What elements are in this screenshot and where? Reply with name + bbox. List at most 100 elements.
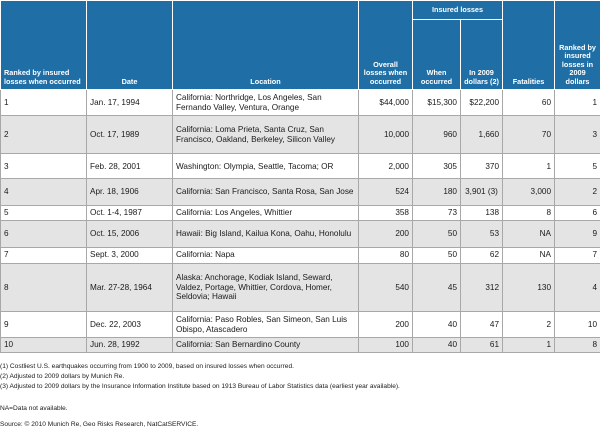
header-rank-2009: Ranked by insured losses in 2009 dollars [554,0,600,90]
cell-date: Oct. 1-4, 1987 [86,205,173,222]
cell-rank: 10 [0,337,87,353]
cell-date: Apr. 18, 1906 [86,178,173,206]
cell-date: Oct. 17, 1989 [86,115,173,155]
cell-fatalities: NA [502,220,556,248]
header-in-2009-dollars: In 2009 dollars (2) [459,19,504,90]
cell-insured-when-occurred: 45 [412,263,461,312]
cell-fatalities: 1 [502,337,556,353]
cell-overall-losses: 524 [358,178,413,206]
cell-overall-losses: 540 [358,263,413,312]
header-insured-losses-group: Insured losses [411,0,504,20]
cell-fatalities: 2 [502,311,556,339]
header-location: Location [172,0,359,90]
cell-fatalities: 1 [502,153,556,180]
cell-location: California: Paso Robles, San Simeon, San… [172,311,359,339]
cell-overall-losses: 200 [358,311,413,339]
cell-rank: 3 [0,153,87,180]
cell-date: Mar. 27-28, 1964 [86,263,173,312]
cell-insured-when-occurred: 305 [412,153,461,180]
footnote: (3) Adjusted to 2009 dollars by the Insu… [0,383,400,390]
cell-insured-2009: 47 [459,311,504,339]
cell-rank: 8 [0,263,87,312]
cell-fatalities: 70 [502,115,556,155]
cell-location: California: San Francisco, Santa Rosa, S… [172,178,359,206]
cell-location: California: San Bernardino County [172,337,359,353]
cell-date: Feb. 28, 2001 [86,153,173,180]
cell-rank-2009: 5 [554,153,600,180]
header-overall-losses: Overall losses when occurred [358,0,413,90]
header-fatalities: Fatalities [502,0,556,90]
cell-location: Hawaii: Big Island, Kailua Kona, Oahu, H… [172,220,359,248]
cell-location: Washington: Olympia, Seattle, Tacoma; OR [172,153,359,180]
cell-rank-2009: 3 [554,115,600,155]
cell-location: California: Los Angeles, Whittier [172,205,359,222]
cell-date: Sept. 3, 2000 [86,247,173,264]
cell-insured-when-occurred: 73 [412,205,461,222]
cell-insured-2009: 3,901 (3) [459,178,504,206]
cell-fatalities: 130 [502,263,556,312]
table-row: 1 Jan. 17, 1994 California: Northridge, … [0,89,600,117]
footnotes: (1) Costliest U.S. earthquakes occurring… [0,362,600,392]
cell-insured-when-occurred: 180 [412,178,461,206]
earthquake-losses-table: Ranked by insured losses when occurred D… [0,0,600,353]
table-row: 8 Mar. 27-28, 1964 Alaska: Anchorage, Ko… [0,263,600,312]
cell-overall-losses: 2,000 [358,153,413,180]
cell-insured-when-occurred: 50 [412,220,461,248]
na-note: NA=Data not available. [0,405,68,412]
cell-rank-2009: 1 [554,89,600,117]
cell-rank-2009: 9 [554,220,600,248]
cell-fatalities: 8 [502,205,556,222]
cell-rank: 1 [0,89,87,117]
cell-insured-2009: 61 [459,337,504,353]
cell-date: Jan. 17, 1994 [86,89,173,117]
cell-location: Alaska: Anchorage, Kodiak Island, Seward… [172,263,359,312]
cell-location: California: Loma Prieta, Santa Cruz, San… [172,115,359,155]
cell-insured-2009: 370 [459,153,504,180]
cell-insured-when-occurred: 960 [412,115,461,155]
cell-overall-losses: 100 [358,337,413,353]
cell-insured-2009: 138 [459,205,504,222]
source-note: Source: © 2010 Munich Re, Geo Risks Rese… [0,421,199,428]
table-header: Ranked by insured losses when occurred D… [0,0,600,90]
cell-fatalities: NA [502,247,556,264]
cell-overall-losses: 358 [358,205,413,222]
table-body: 1 Jan. 17, 1994 California: Northridge, … [0,89,600,353]
cell-rank-2009: 2 [554,178,600,206]
cell-insured-2009: $22,200 [459,89,504,117]
cell-insured-when-occurred: $15,300 [412,89,461,117]
cell-date: Dec. 22, 2003 [86,311,173,339]
cell-rank-2009: 10 [554,311,600,339]
cell-rank: 6 [0,220,87,248]
cell-insured-2009: 1,660 [459,115,504,155]
cell-insured-2009: 53 [459,220,504,248]
table-row: 6 Oct. 15, 2006 Hawaii: Big Island, Kail… [0,220,600,248]
cell-date: Oct. 15, 2006 [86,220,173,248]
table-row: 3 Feb. 28, 2001 Washington: Olympia, Sea… [0,153,600,180]
cell-insured-when-occurred: 40 [412,337,461,353]
header-when-occurred: When occurred [412,19,461,90]
table-row: 9 Dec. 22, 2003 California: Paso Robles,… [0,311,600,339]
header-date: Date [86,0,173,90]
cell-insured-2009: 62 [459,247,504,264]
cell-rank: 2 [0,115,87,155]
table-row: 10 Jun. 28, 1992 California: San Bernard… [0,337,600,353]
cell-overall-losses: 10,000 [358,115,413,155]
cell-fatalities: 60 [502,89,556,117]
table-row: 7 Sept. 3, 2000 California: Napa 80 50 6… [0,247,600,264]
cell-overall-losses: 200 [358,220,413,248]
table-row: 2 Oct. 17, 1989 California: Loma Prieta,… [0,115,600,155]
cell-overall-losses: $44,000 [358,89,413,117]
table-row: 5 Oct. 1-4, 1987 California: Los Angeles… [0,205,600,222]
cell-rank: 4 [0,178,87,206]
cell-insured-when-occurred: 50 [412,247,461,264]
table-row: 4 Apr. 18, 1906 California: San Francisc… [0,178,600,206]
cell-rank-2009: 6 [554,205,600,222]
cell-rank: 7 [0,247,87,264]
cell-rank: 9 [0,311,87,339]
cell-date: Jun. 28, 1992 [86,337,173,353]
cell-location: California: Napa [172,247,359,264]
cell-insured-2009: 312 [459,263,504,312]
cell-overall-losses: 80 [358,247,413,264]
cell-insured-when-occurred: 40 [412,311,461,339]
